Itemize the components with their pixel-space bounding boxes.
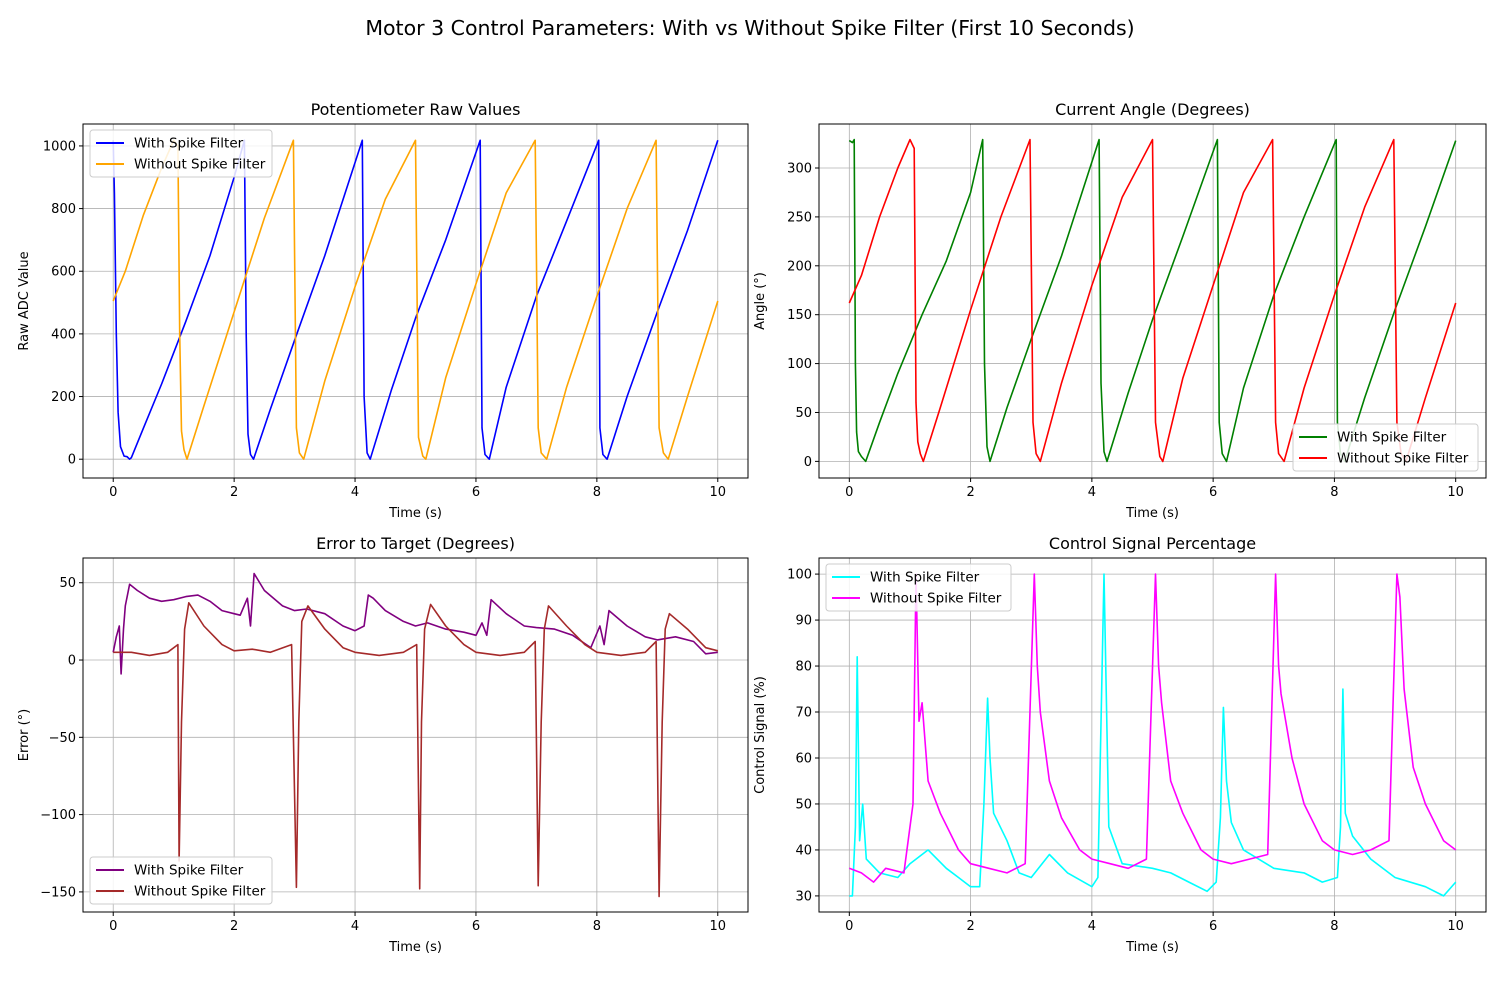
x-tick-label: 8: [593, 919, 601, 934]
x-tick-label: 4: [1088, 919, 1096, 934]
x-axis-label: Time (s): [1125, 506, 1179, 521]
y-axis-label: Control Signal (%): [753, 676, 768, 794]
x-tick-label: 2: [966, 919, 974, 934]
x-tick-label: 6: [472, 919, 480, 934]
x-tick-label: 4: [1088, 485, 1096, 500]
legend-label: With Spike Filter: [870, 570, 980, 586]
x-tick-label: 0: [109, 919, 117, 934]
y-tick-label: 0: [804, 455, 812, 470]
legend-label: Without Spike Filter: [134, 884, 266, 900]
series-line-with-spike-filter: [112, 572, 718, 675]
series-line-without-spike-filter: [848, 138, 1457, 463]
y-tick-label: 200: [51, 390, 76, 405]
legend-label: Without Spike Filter: [1337, 451, 1469, 467]
legend-label: Without Spike Filter: [134, 157, 266, 173]
panel-title: Control Signal Percentage: [1049, 534, 1256, 553]
axes-frame: [82, 557, 749, 913]
y-tick-label: 200: [787, 259, 812, 274]
x-tick-label: 4: [351, 919, 359, 934]
y-tick-label: 80: [795, 660, 812, 675]
y-tick-label: 800: [51, 202, 76, 217]
y-tick-label: 100: [787, 357, 812, 372]
x-tick-label: 2: [966, 485, 974, 500]
y-tick-label: 1000: [43, 139, 76, 154]
x-tick-label: 8: [1330, 485, 1338, 500]
legend-box: [825, 563, 1012, 612]
axes-frame: [818, 123, 1487, 479]
axes-frame: [818, 557, 1487, 913]
y-tick-label: 0: [68, 453, 76, 468]
x-tick-label: 0: [845, 485, 853, 500]
x-tick-label: 10: [709, 485, 726, 500]
legend-box: [1292, 423, 1479, 472]
x-tick-label: 10: [709, 919, 726, 934]
y-axis-label: Raw ADC Value: [17, 251, 32, 350]
y-tick-label: 0: [68, 654, 76, 669]
y-tick-label: −100: [40, 808, 76, 823]
x-tick-label: 0: [845, 919, 853, 934]
y-tick-label: 250: [787, 210, 812, 225]
y-tick-label: 100: [787, 568, 812, 583]
y-tick-label: 50: [59, 576, 76, 591]
y-tick-label: 90: [795, 614, 812, 629]
x-tick-label: 6: [1209, 919, 1217, 934]
legend-label: Without Spike Filter: [870, 591, 1002, 607]
y-axis-label: Angle (°): [753, 272, 768, 330]
y-tick-label: 300: [787, 162, 812, 177]
x-tick-label: 6: [1209, 485, 1217, 500]
x-tick-label: 2: [230, 485, 238, 500]
series-line-without-spike-filter: [849, 573, 1457, 883]
panel-title: Potentiometer Raw Values: [311, 100, 521, 119]
y-axis-label: Error (°): [17, 709, 32, 761]
y-tick-label: 70: [795, 706, 812, 721]
y-tick-label: 60: [795, 751, 812, 766]
y-tick-label: 50: [795, 406, 812, 421]
legend-label: With Spike Filter: [134, 136, 244, 152]
x-axis-label: Time (s): [388, 940, 442, 955]
legend: With Spike Filter Without Spike Filter: [89, 129, 273, 178]
legend-label: With Spike Filter: [134, 863, 244, 879]
y-tick-label: −50: [49, 731, 76, 746]
series-line-with-spike-filter: [112, 139, 719, 460]
x-tick-label: 10: [1447, 485, 1464, 500]
series-line-without-spike-filter: [112, 139, 719, 460]
panel-error: 0 2 4 6 8 10 50 0 −50 −100 −150 Error to Target (De…: [17, 534, 749, 955]
y-tick-label: 30: [795, 889, 812, 904]
y-tick-label: 150: [787, 308, 812, 323]
figure-title: Motor 3 Control Parameters: With vs With…: [365, 16, 1134, 40]
x-tick-label: 0: [109, 485, 117, 500]
legend-box: [89, 129, 273, 178]
x-axis-label: Time (s): [388, 506, 442, 521]
x-tick-label: 6: [472, 485, 480, 500]
x-tick-label: 2: [230, 919, 238, 934]
x-tick-label: 10: [1447, 919, 1464, 934]
y-tick-label: 400: [51, 327, 76, 342]
legend: With Spike Filter Without Spike Filter: [89, 856, 273, 905]
legend-box: [89, 856, 273, 905]
x-tick-label: 8: [593, 485, 601, 500]
panel-potentiometer: 0 2 4 6 8 10 0 200 400 600 800 1000 Potentiometer Ra…: [17, 100, 749, 521]
x-tick-label: 4: [351, 485, 359, 500]
y-tick-label: −150: [40, 885, 76, 900]
axes-frame: [82, 123, 749, 479]
series-line-without-spike-filter: [113, 602, 718, 898]
panel-title: Error to Target (Degrees): [316, 534, 515, 553]
x-axis-label: Time (s): [1125, 940, 1179, 955]
x-tick-label: 8: [1330, 919, 1338, 934]
y-tick-label: 40: [795, 843, 812, 858]
panel-control-signal: 0 2 4 6 8 10 30 40 50 60 70 80 90 100 Control Signal P…: [753, 534, 1487, 955]
y-tick-label: 50: [795, 797, 812, 812]
legend: With Spike Filter Without Spike Filter: [1292, 423, 1479, 472]
legend-label: With Spike Filter: [1337, 430, 1447, 446]
panel-title: Current Angle (Degrees): [1055, 100, 1250, 119]
y-tick-label: 600: [51, 265, 76, 280]
legend: With Spike Filter Without Spike Filter: [825, 563, 1012, 612]
